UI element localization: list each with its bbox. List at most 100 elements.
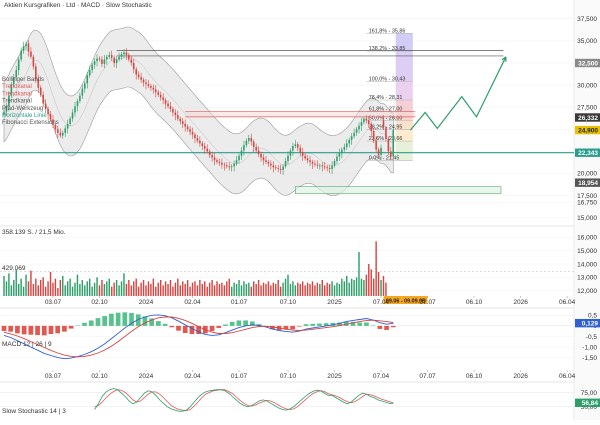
date-axis-bottom-tick-label: 07.10 [280,373,297,380]
volume-bar [353,280,355,296]
volume-bar [86,281,88,296]
macd-histogram-bar [236,320,242,326]
candle-body [367,120,370,124]
macd-histogram-bar [296,325,302,327]
candle-body [64,128,67,133]
candle-body [372,131,375,141]
volume-bar [221,282,223,296]
candle-body [27,43,30,52]
candle-body [203,146,206,149]
price-tag-bg [575,125,600,135]
candle-body [69,118,71,124]
date-axis-top-tick-label: 07.04 [373,299,390,306]
volume-bar [69,278,71,296]
volume-bar [169,280,172,296]
price-tick-label: 20,000 [577,171,597,178]
price-tick-label: 30,000 [577,82,597,89]
candle-body [292,146,294,151]
price-tag-bg [575,178,600,187]
volume-bar [52,282,54,296]
candle-body [306,158,309,161]
volume-bar [155,286,157,296]
candle-body [326,167,328,169]
macd-histogram-bar [122,312,128,326]
volume-bar [363,280,365,296]
candle-body [98,58,101,60]
candle-body [137,74,140,78]
candle-body [250,138,253,142]
candle-body [5,106,8,112]
volume-bar [375,241,377,296]
candle-body [208,151,211,155]
date-axis-top: 03.07 02.10 2024 02.04 01.07 07.10 2025 07.04 07… [45,296,576,306]
candle-body [341,149,343,154]
macd-histogram-bar [62,325,67,332]
candle-body [154,89,157,93]
volume-bar [20,278,22,296]
date-axis-top-tick-label: 2026 [513,299,528,306]
volume-bar [199,280,201,296]
candle-body [216,160,218,162]
macd-tick-label: 0,5 [588,313,597,320]
candle-body [42,94,44,104]
candle-body [355,129,358,133]
candle-body [54,124,57,130]
macd-histogram-bar [15,325,20,334]
macd-histogram-bar [41,325,47,336]
volume-bar [174,282,177,296]
candle-body [157,92,160,95]
volume-bar [331,281,333,296]
projection-arrowhead [501,56,507,62]
candle-body [350,136,353,140]
macd-histogram-bar [364,322,369,326]
date-axis-bottom-tick-label: 2024 [139,373,154,380]
macd-histogram-bar [223,324,228,326]
volume-bar [159,280,162,296]
fibonacci-extensions[interactable]: 161,8% - 35,86 138,2% - 33,85 100,0% - 30,… [366,28,413,162]
stochastic-tick-label: 75,00 [581,390,598,397]
macd-histogram-bar [115,312,121,326]
candle-body [81,88,84,96]
macd-histogram-bar [95,318,101,326]
date-axis-top-tick-label: 07.07 [419,299,436,306]
volume-bar [333,285,336,296]
candle-body [196,138,199,141]
volume-bar [257,280,260,296]
macd-histogram-bar [229,321,235,326]
price-tag-label: 18,954 [578,180,598,187]
candle-body [243,145,245,151]
volume-bar [350,278,353,296]
candle-body [147,84,150,86]
macd-histogram-bar [377,325,383,329]
volume-bar [76,274,79,296]
volume-bar [316,282,319,296]
candle-body [93,61,96,65]
macd-histogram-bar [156,321,161,326]
candle-body [177,115,179,119]
volume-bar [292,281,294,296]
candle-body [186,126,189,130]
candle-body [66,123,69,129]
macd-histogram-bar [142,316,148,326]
candle-body [8,95,10,107]
drawing-tools[interactable] [0,50,574,195]
volume-bar [152,278,155,296]
legend-item: Trendkanal [2,91,32,97]
volume-bar [277,280,279,296]
candle-body [125,52,128,56]
candle-body [213,157,216,161]
legend-item: Pfad-Werkzeug [2,106,43,112]
volume-bar [101,280,103,296]
volume-bar [372,278,375,296]
macd-histogram-bar [68,325,74,329]
volume-ref-label: 429.069 [2,265,26,272]
macd-histogram-bar [21,325,27,335]
volume-bar [118,285,120,296]
candle-body [255,146,257,151]
volume-bar [346,276,348,296]
candle-body [101,59,103,64]
volume-bar [133,281,135,296]
volume-bar [328,284,331,296]
candle-body [194,134,196,139]
